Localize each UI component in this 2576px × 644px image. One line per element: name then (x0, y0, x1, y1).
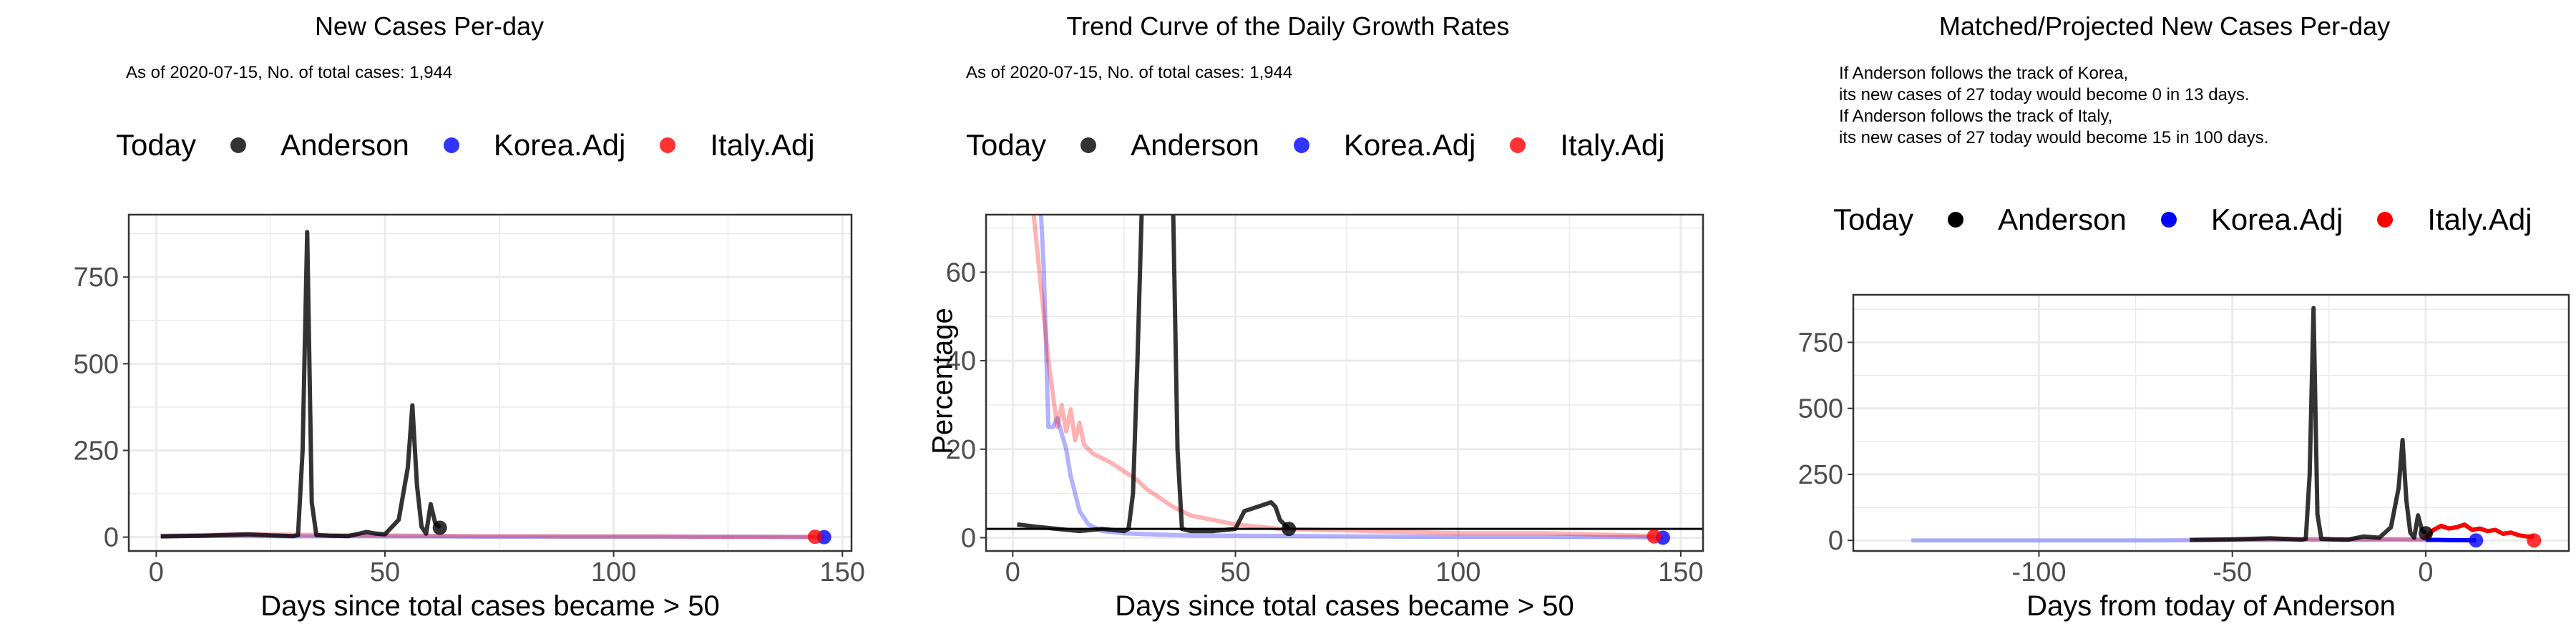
chart-panel-3: Matched/Projected New Cases Per-day If A… (1717, 0, 2576, 644)
legend-item-anderson: Anderson (1080, 128, 1259, 162)
y-tick-label: 500 (1798, 394, 1843, 424)
legend-dot-icon (2377, 212, 2394, 228)
legend-dot-icon (230, 137, 247, 153)
legend-item-italy: Italy.Adj (660, 128, 815, 162)
note-line: its new cases of 27 today would become 1… (1839, 128, 2269, 147)
plot-border (1852, 293, 2570, 552)
today-point (2469, 533, 2484, 548)
legend-label: Anderson (1998, 203, 2127, 236)
legend-item-italy: Italy.Adj (2377, 203, 2532, 237)
plot-area: 0 50 100 150 0 250 500 750 (74, 213, 865, 587)
legend-dot-icon (443, 137, 459, 153)
chart-panel-1: New Cases Per-day As of 2020-07-15, No. … (0, 0, 865, 644)
legend-dot-icon (2160, 212, 2177, 228)
y-tick-label: 750 (74, 263, 119, 293)
x-tick-label: -100 (2011, 557, 2066, 587)
series-line (1031, 215, 1654, 539)
series-group (1911, 306, 2534, 543)
legend-label: Anderson (1131, 128, 1259, 162)
legend-label: Korea.Adj (493, 128, 626, 162)
x-tick-label: 50 (1220, 557, 1250, 587)
x-axis-label: Days since total cases became > 50 (1115, 590, 1574, 622)
chart-note: If Anderson follows the track of Korea, i… (1839, 63, 2268, 149)
legend-label: Italy.Adj (710, 128, 815, 162)
x-tick-label: 100 (591, 557, 636, 587)
legend-label: Italy.Adj (1560, 128, 1665, 162)
legend-item-korea: Korea.Adj (1293, 128, 1476, 162)
note-line: If Anderson follows the track of Italy, (1839, 107, 2113, 126)
plot-border (127, 213, 853, 552)
chart-title: New Cases Per-day (314, 11, 545, 41)
x-axis-label: Days from today of Anderson (2026, 590, 2396, 622)
y-tick-label: 500 (74, 349, 119, 379)
series-line (160, 230, 441, 539)
note-line: its new cases of 27 today would become 0… (1839, 85, 2250, 104)
legend-label: Anderson (280, 128, 409, 162)
today-point (807, 530, 822, 545)
x-tick-label: 50 (370, 557, 400, 587)
x-tick-label: -50 (2212, 557, 2252, 587)
series-group (986, 215, 1703, 540)
legend-item-korea: Korea.Adj (2160, 203, 2343, 237)
legend-dot-icon (1948, 212, 1964, 228)
legend-label: Korea.Adj (1343, 128, 1476, 162)
y-tick-label: 0 (961, 523, 976, 553)
legend-title: Today (966, 128, 1047, 162)
plot-area: 0 50 100 150 0 20 40 60 (946, 213, 1704, 587)
legend: Today Anderson Korea.Adj Italy.Adj (116, 127, 849, 163)
legend-item-italy: Italy.Adj (1510, 128, 1665, 162)
today-point (2419, 526, 2433, 541)
x-axis-label: Days since total cases became > 50 (260, 590, 720, 622)
chart-subtitle: As of 2020-07-15, No. of total cases: 1,… (966, 63, 1293, 82)
legend-item-korea: Korea.Adj (443, 128, 626, 162)
x-tick-label: 150 (820, 557, 865, 587)
y-tick-label: 0 (1828, 526, 1843, 556)
legend-item-anderson: Anderson (230, 128, 409, 162)
y-tick-label: 750 (1798, 328, 1843, 358)
chart-title: Matched/Projected New Cases Per-day (1938, 11, 2391, 41)
y-tick-label: 250 (74, 436, 119, 466)
legend: Today Anderson Korea.Adj Italy.Adj (1833, 202, 2567, 238)
legend: Today Anderson Korea.Adj Italy.Adj (966, 127, 1699, 163)
x-tick-label: 0 (149, 557, 164, 587)
series-line (1017, 215, 1291, 534)
chart-panel-2: Trend Curve of the Daily Growth Rates As… (859, 0, 1717, 644)
chart-subtitle: As of 2020-07-15, No. of total cases: 1,… (126, 63, 453, 82)
plot-border (985, 213, 1704, 552)
y-tick-label: 40 (946, 346, 976, 376)
chart-title: Trend Curve of the Daily Growth Rates (1066, 11, 1510, 41)
series-line (2190, 306, 2427, 542)
x-tick-label: 0 (2418, 557, 2433, 587)
legend-title: Today (116, 128, 197, 162)
legend-label: Italy.Adj (2427, 203, 2532, 236)
series-line (2426, 537, 2477, 543)
y-tick-label: 20 (946, 435, 976, 465)
x-tick-label: 150 (1658, 557, 1703, 587)
y-tick-label: 250 (1798, 460, 1843, 490)
today-point (1646, 529, 1662, 544)
y-tick-label: 0 (104, 523, 119, 553)
legend-dot-icon (660, 137, 676, 153)
note-line: If Anderson follows the track of Korea, (1839, 64, 2129, 83)
today-point (432, 520, 447, 535)
y-tick-label: 60 (946, 258, 976, 288)
y-axis-label: Percentage (927, 308, 959, 454)
legend-label: Korea.Adj (2210, 203, 2343, 236)
plot-area: -100 -50 0 0 250 500 750 (1798, 293, 2570, 587)
x-tick-label: 0 (1005, 557, 1020, 587)
legend-item-anderson: Anderson (1948, 203, 2127, 237)
today-point (1282, 522, 1297, 537)
series-line (2424, 522, 2534, 540)
legend-dot-icon (1080, 137, 1097, 153)
series-group (160, 230, 824, 540)
x-tick-label: 100 (1435, 557, 1480, 587)
legend-title: Today (1833, 203, 1914, 236)
today-point (2527, 533, 2542, 548)
legend-dot-icon (1293, 137, 1309, 153)
legend-dot-icon (1510, 137, 1526, 153)
